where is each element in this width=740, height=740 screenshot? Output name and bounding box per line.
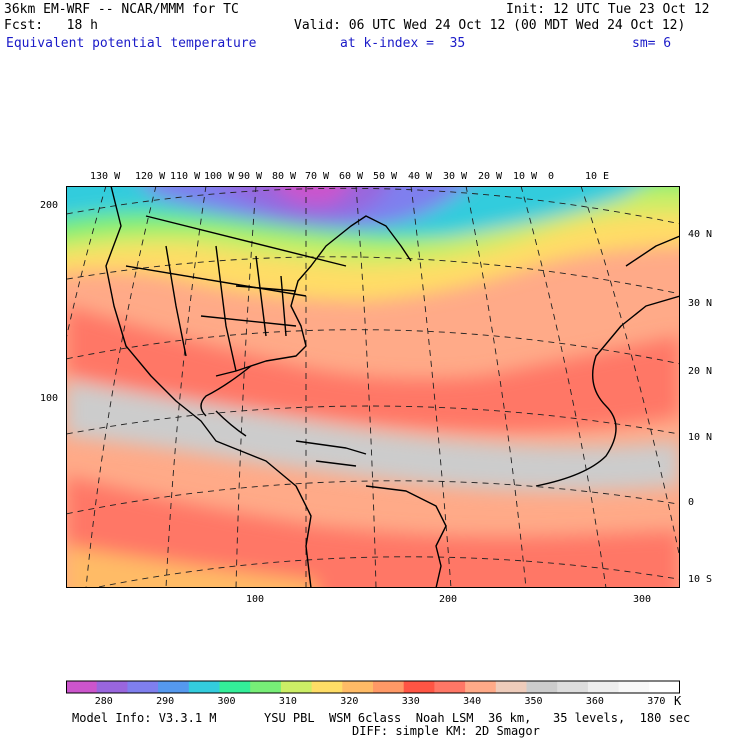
longitude-label: 90 W (238, 171, 263, 182)
legend-tick-label: 320 (340, 696, 359, 707)
latitude-label: 10 N (688, 432, 713, 443)
grid-y-label: 200 (40, 200, 59, 211)
longitude-label: 50 W (373, 171, 398, 182)
longitude-label: 110 W (170, 171, 201, 182)
longitude-label: 10 W (513, 171, 538, 182)
longitude-label: 60 W (339, 171, 364, 182)
legend-unit: K (674, 694, 682, 708)
color-legend (66, 680, 680, 694)
legend-tick-label: 340 (463, 696, 482, 707)
longitude-label: 40 W (408, 171, 433, 182)
legend-swatch (649, 681, 680, 693)
longitude-label: 10 E (585, 171, 610, 182)
latitude-label: 10 S (688, 574, 713, 585)
legend-tick-label: 360 (585, 696, 604, 707)
latitude-label: 30 N (688, 298, 713, 309)
legend-swatch (96, 681, 128, 693)
longitude-label: 70 W (305, 171, 330, 182)
model-info: Model Info: V3.3.1 M (72, 711, 217, 725)
forecast-hour: Fcst: 18 h (4, 18, 98, 33)
legend-swatch (342, 681, 374, 693)
legend-swatch (587, 681, 620, 693)
longitude-label: 120 W (135, 171, 166, 182)
valid-time: Valid: 06 UTC Wed 24 Oct 12 (00 MDT Wed … (294, 18, 686, 33)
legend-swatch (311, 681, 343, 693)
legend-swatch (557, 681, 589, 693)
init-time: Init: 12 UTC Tue 23 Oct 12 (506, 2, 710, 17)
longitude-label: 30 W (443, 171, 468, 182)
latitude-label: 40 N (688, 229, 713, 240)
legend-tick-label: 370 (647, 696, 666, 707)
legend-swatch (434, 681, 466, 693)
model-title: 36km EM-WRF -- NCAR/MMM for TC (4, 2, 239, 17)
legend-swatch (280, 681, 313, 693)
level-info: at k-index = 35 (340, 36, 466, 51)
legend-swatch (618, 681, 650, 693)
longitude-label: 130 W (90, 171, 121, 182)
longitude-label: 100 W (204, 171, 235, 182)
field-title: Equivalent potential temperature (6, 36, 257, 51)
legend-tick-label: 350 (524, 696, 543, 707)
physics-info: YSU PBL WSM 6class Noah LSM 36 km, 35 le… (264, 711, 691, 725)
grid-x-label: 300 (633, 594, 652, 605)
legend-swatch (158, 681, 190, 693)
longitude-label: 0 (548, 171, 555, 182)
latitude-label: 20 N (688, 366, 713, 377)
legend-swatch (250, 681, 282, 693)
legend-swatch (403, 681, 435, 693)
legend-swatch (465, 681, 497, 693)
legend-swatch (127, 681, 159, 693)
legend-swatch (66, 681, 98, 693)
legend-tick-label: 280 (94, 696, 113, 707)
grid-x-label: 100 (246, 594, 265, 605)
legend-swatch (373, 681, 405, 693)
legend-tick-label: 300 (217, 696, 236, 707)
legend-tick-label: 310 (278, 696, 297, 707)
diffusion-info: DIFF: simple KM: 2D Smagor (352, 724, 540, 738)
legend-tick-label: 290 (156, 696, 175, 707)
legend-swatch (219, 681, 251, 693)
legend-tick-label: 330 (401, 696, 420, 707)
legend-swatch (188, 681, 220, 693)
legend-swatch (526, 681, 558, 693)
theta-e-map (66, 186, 680, 588)
grid-y-label: 100 (40, 393, 59, 404)
legend-swatch (495, 681, 527, 693)
smoothing-info: sm= 6 (632, 36, 672, 51)
longitude-label: 20 W (478, 171, 503, 182)
grid-x-label: 200 (439, 594, 458, 605)
longitude-label: 80 W (272, 171, 297, 182)
latitude-label: 0 (688, 497, 695, 508)
